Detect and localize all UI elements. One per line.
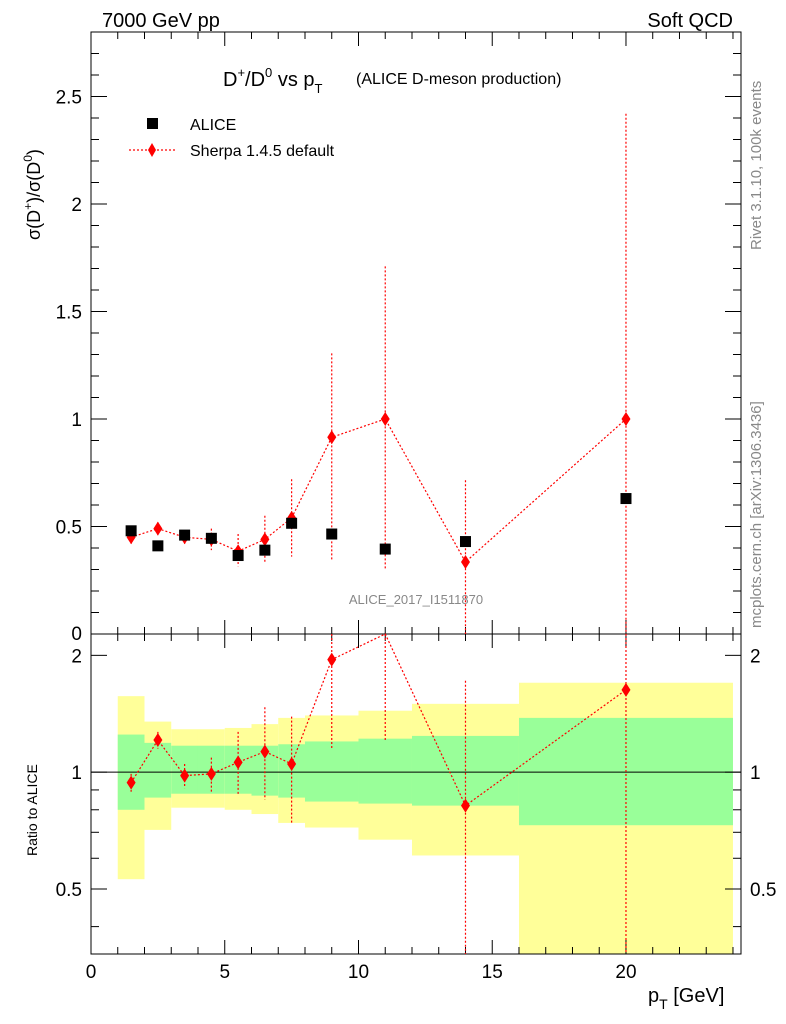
mc-point-main xyxy=(260,532,270,547)
mc-point-ratio xyxy=(460,798,470,813)
data-point-main xyxy=(459,536,471,548)
data-point-main xyxy=(205,532,217,544)
data-point-main xyxy=(179,529,191,541)
data-point-main xyxy=(379,543,391,555)
rivet-info: Rivet 3.1.10, 100k events xyxy=(748,81,765,250)
y-axis-label-main: σ(D+)/σ(D0) xyxy=(21,149,44,240)
mc-point-ratio xyxy=(260,744,270,759)
y-tick-label-ratio-right: 1 xyxy=(750,763,761,784)
legend-mc-label: Sherpa 1.4.5 default xyxy=(190,143,335,160)
mc-point-main xyxy=(460,554,470,569)
y-tick-label-main: 0 xyxy=(71,624,82,645)
y-axis-label-ratio: Ratio to ALICE xyxy=(24,764,40,856)
mc-point-ratio xyxy=(233,755,243,770)
mc-line-main xyxy=(130,418,627,563)
legend-mc-marker xyxy=(148,143,156,157)
legend-data-marker xyxy=(147,118,158,129)
mc-point-main xyxy=(380,412,390,426)
header-right: Soft QCD xyxy=(647,10,733,32)
mc-point-main xyxy=(621,412,631,426)
data-point-main xyxy=(326,528,338,540)
legend-data-label: ALICE xyxy=(190,117,236,134)
x-tick-label: 15 xyxy=(482,962,503,983)
ratio-band-inner xyxy=(358,738,412,804)
y-tick-label-main: 1 xyxy=(71,410,82,431)
x-tick-label: 0 xyxy=(86,962,97,983)
y-tick-label-ratio-right: 0.5 xyxy=(750,880,776,901)
mc-point-ratio xyxy=(287,756,297,771)
mc-point-ratio xyxy=(621,682,631,697)
data-point-main xyxy=(620,493,632,505)
y-tick-label-main: 2.5 xyxy=(56,88,82,109)
y-tick-label-main: 0.5 xyxy=(56,518,82,539)
y-tick-label-main: 2 xyxy=(71,195,82,216)
mc-point-ratio xyxy=(327,652,337,667)
y-tick-label-ratio: 1 xyxy=(71,763,82,784)
x-tick-label: 20 xyxy=(615,962,636,983)
ratio-uncertainty-bands xyxy=(117,682,733,954)
mcplots-info: mcplots.cern.ch [arXiv:1306.3436] xyxy=(748,401,765,628)
main-panel-frame xyxy=(90,31,742,635)
mc-series-main xyxy=(126,113,631,634)
ratio-band-inner xyxy=(144,742,172,798)
plot-title-detail: (ALICE D-meson production) xyxy=(356,71,561,88)
data-point-main xyxy=(259,544,271,556)
data-point-main xyxy=(152,540,164,552)
mc-point-ratio xyxy=(126,775,136,790)
mc-point-main xyxy=(327,430,337,445)
header-left: 7000 GeV pp xyxy=(102,10,220,32)
ratio-panel-frame xyxy=(90,633,742,955)
ratio-band-inner xyxy=(304,741,359,802)
mc-point-ratio xyxy=(206,766,216,781)
data-point-main xyxy=(286,517,298,529)
mc-point-main xyxy=(153,521,163,536)
y-tick-label-ratio: 2 xyxy=(71,646,82,667)
y-tick-label-ratio: 0.5 xyxy=(56,880,82,901)
data-point-main xyxy=(125,525,137,537)
mc-point-ratio xyxy=(180,768,190,783)
y-tick-label-main: 1.5 xyxy=(56,303,82,324)
analysis-watermark: ALICE_2017_I1511870 xyxy=(349,592,483,607)
x-tick-label: 10 xyxy=(348,962,369,983)
mc-series-ratio xyxy=(126,633,631,954)
data-point-main xyxy=(232,550,244,562)
data-series-main xyxy=(125,493,632,562)
x-tick-label: 5 xyxy=(219,962,230,983)
x-axis-label: pT [GeV] xyxy=(648,985,724,1012)
plot-title: D+/D0 vs pT xyxy=(223,65,323,96)
mc-point-ratio xyxy=(153,733,163,748)
axis-tick-labels: 0 5 10 15 20 0.5 1 1.5 2 2.5 0 0.5 0.5 1 1 2 2 xyxy=(56,88,777,984)
y-tick-label-ratio-right: 2 xyxy=(750,646,761,667)
